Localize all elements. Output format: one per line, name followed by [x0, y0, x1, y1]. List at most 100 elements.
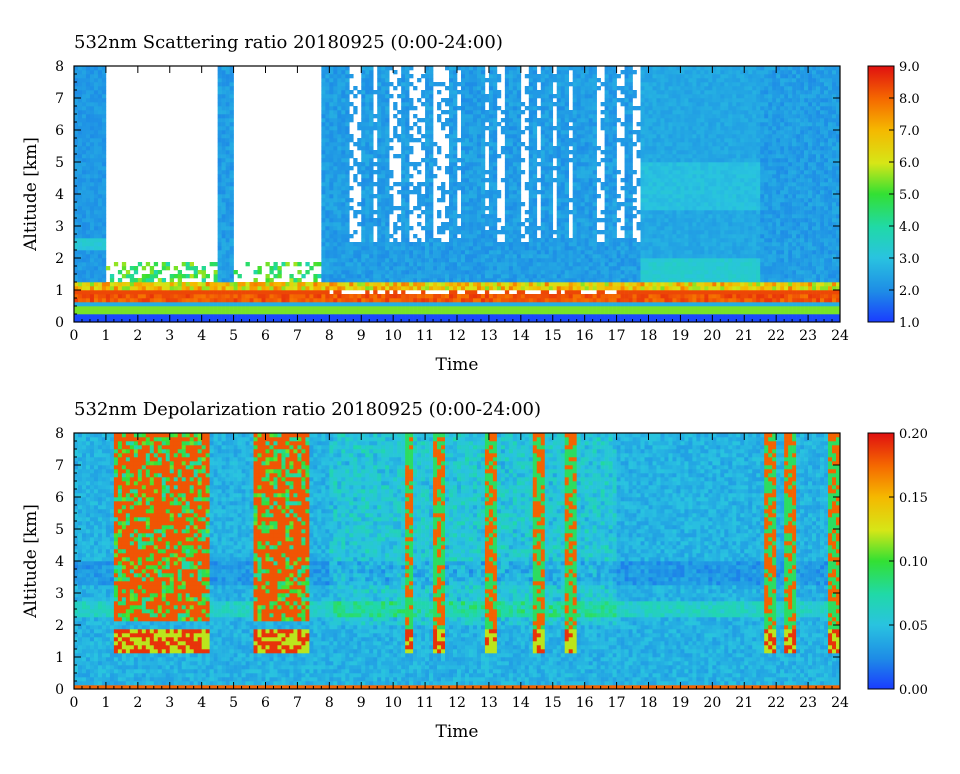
heatmap-cell: [122, 294, 126, 298]
heatmap-cell: [429, 106, 433, 110]
heatmap-cell: [481, 306, 485, 310]
heatmap-cell: [565, 202, 569, 206]
heatmap-cell: [365, 142, 369, 146]
heatmap-cell: [74, 274, 78, 278]
heatmap-cell: [106, 294, 110, 298]
heatmap-cell: [441, 82, 445, 86]
heatmap-cell: [246, 310, 250, 314]
heatmap-cell: [106, 266, 110, 270]
heatmap-cell: [230, 122, 234, 126]
heatmap-cell: [377, 270, 381, 274]
heatmap-cell: [82, 186, 86, 190]
heatmap-cell: [333, 74, 337, 78]
heatmap-cell: [545, 126, 549, 130]
heatmap-cell: [345, 174, 349, 178]
heatmap-cell: [485, 94, 489, 98]
heatmap-cell: [401, 258, 405, 262]
heatmap-cell: [385, 114, 389, 118]
heatmap-cell: [218, 286, 222, 290]
heatmap-cell: [90, 250, 94, 254]
heatmap-cell: [549, 158, 553, 162]
heatmap-cell: [529, 102, 533, 106]
heatmap-cell: [409, 298, 413, 302]
heatmap-cell: [481, 190, 485, 194]
heatmap-cell: [325, 306, 329, 310]
heatmap-cell: [525, 250, 529, 254]
heatmap-cell: [78, 314, 82, 318]
heatmap-cell: [90, 242, 94, 246]
heatmap-cell: [82, 78, 86, 82]
heatmap-cell: [289, 294, 293, 298]
heatmap-cell: [569, 298, 573, 302]
heatmap-cell: [186, 294, 190, 298]
heatmap-cell: [493, 86, 497, 90]
heatmap-cell: [449, 90, 453, 94]
heatmap-cell: [345, 282, 349, 286]
heatmap-cell: [405, 106, 409, 110]
heatmap-cell: [401, 238, 405, 242]
heatmap-cell: [305, 290, 309, 294]
heatmap-cell: [102, 210, 106, 214]
heatmap-cell: [369, 174, 373, 178]
heatmap-cell: [421, 290, 425, 294]
heatmap-cell: [385, 254, 389, 258]
heatmap-cell: [557, 250, 561, 254]
heatmap-cell: [90, 138, 94, 142]
heatmap-cell: [365, 246, 369, 250]
heatmap-cell: [501, 130, 505, 134]
heatmap-cell: [505, 242, 509, 246]
heatmap-cell: [78, 242, 82, 246]
heatmap-cell: [525, 242, 529, 246]
heatmap-cell: [341, 110, 345, 114]
heatmap-cell: [437, 310, 441, 314]
heatmap-cell: [337, 70, 341, 74]
heatmap-cell: [505, 214, 509, 218]
heatmap-cell: [381, 210, 385, 214]
heatmap-cell: [533, 74, 537, 78]
heatmap-cell: [469, 306, 473, 310]
heatmap-cell: [549, 242, 553, 246]
heatmap-cell: [369, 110, 373, 114]
heatmap-cell: [98, 218, 102, 222]
heatmap-cell: [82, 246, 86, 250]
heatmap-cell: [345, 230, 349, 234]
heatmap-cell: [226, 150, 230, 154]
heatmap-cell: [365, 70, 369, 74]
heatmap-cell: [477, 310, 481, 314]
heatmap-cell: [214, 298, 218, 302]
heatmap-cell: [333, 270, 337, 274]
heatmap-cell: [461, 186, 465, 190]
heatmap-cell: [457, 270, 461, 274]
heatmap-cell: [485, 178, 489, 182]
heatmap-cell: [413, 310, 417, 314]
heatmap-cell: [365, 126, 369, 130]
heatmap-cell: [277, 294, 281, 298]
heatmap-cell: [349, 286, 353, 290]
heatmap-cell: [453, 282, 457, 286]
heatmap-cell: [561, 122, 565, 126]
heatmap-cell: [577, 206, 581, 210]
heatmap-cell: [545, 222, 549, 226]
heatmap-cell: [230, 158, 234, 162]
heatmap-cell: [345, 170, 349, 174]
heatmap-cell: [377, 78, 381, 82]
heatmap-cell: [150, 298, 154, 302]
heatmap-cell: [309, 294, 313, 298]
heatmap-cell: [357, 142, 361, 146]
heatmap-cell: [529, 302, 533, 306]
heatmap-cell: [537, 258, 541, 262]
heatmap-cell: [98, 290, 102, 294]
heatmap-cell: [94, 66, 98, 70]
heatmap-cell: [545, 178, 549, 182]
heatmap-cell: [557, 246, 561, 250]
heatmap-cell: [589, 206, 593, 210]
heatmap-cell: [545, 130, 549, 134]
heatmap-cell: [389, 202, 393, 206]
heatmap-cell: [589, 186, 593, 190]
heatmap-cell: [377, 94, 381, 98]
heatmap-cell: [218, 314, 222, 318]
heatmap-cell: [333, 82, 337, 86]
heatmap-cell: [365, 90, 369, 94]
heatmap-cell: [513, 66, 517, 70]
heatmap-cell: [581, 266, 585, 270]
